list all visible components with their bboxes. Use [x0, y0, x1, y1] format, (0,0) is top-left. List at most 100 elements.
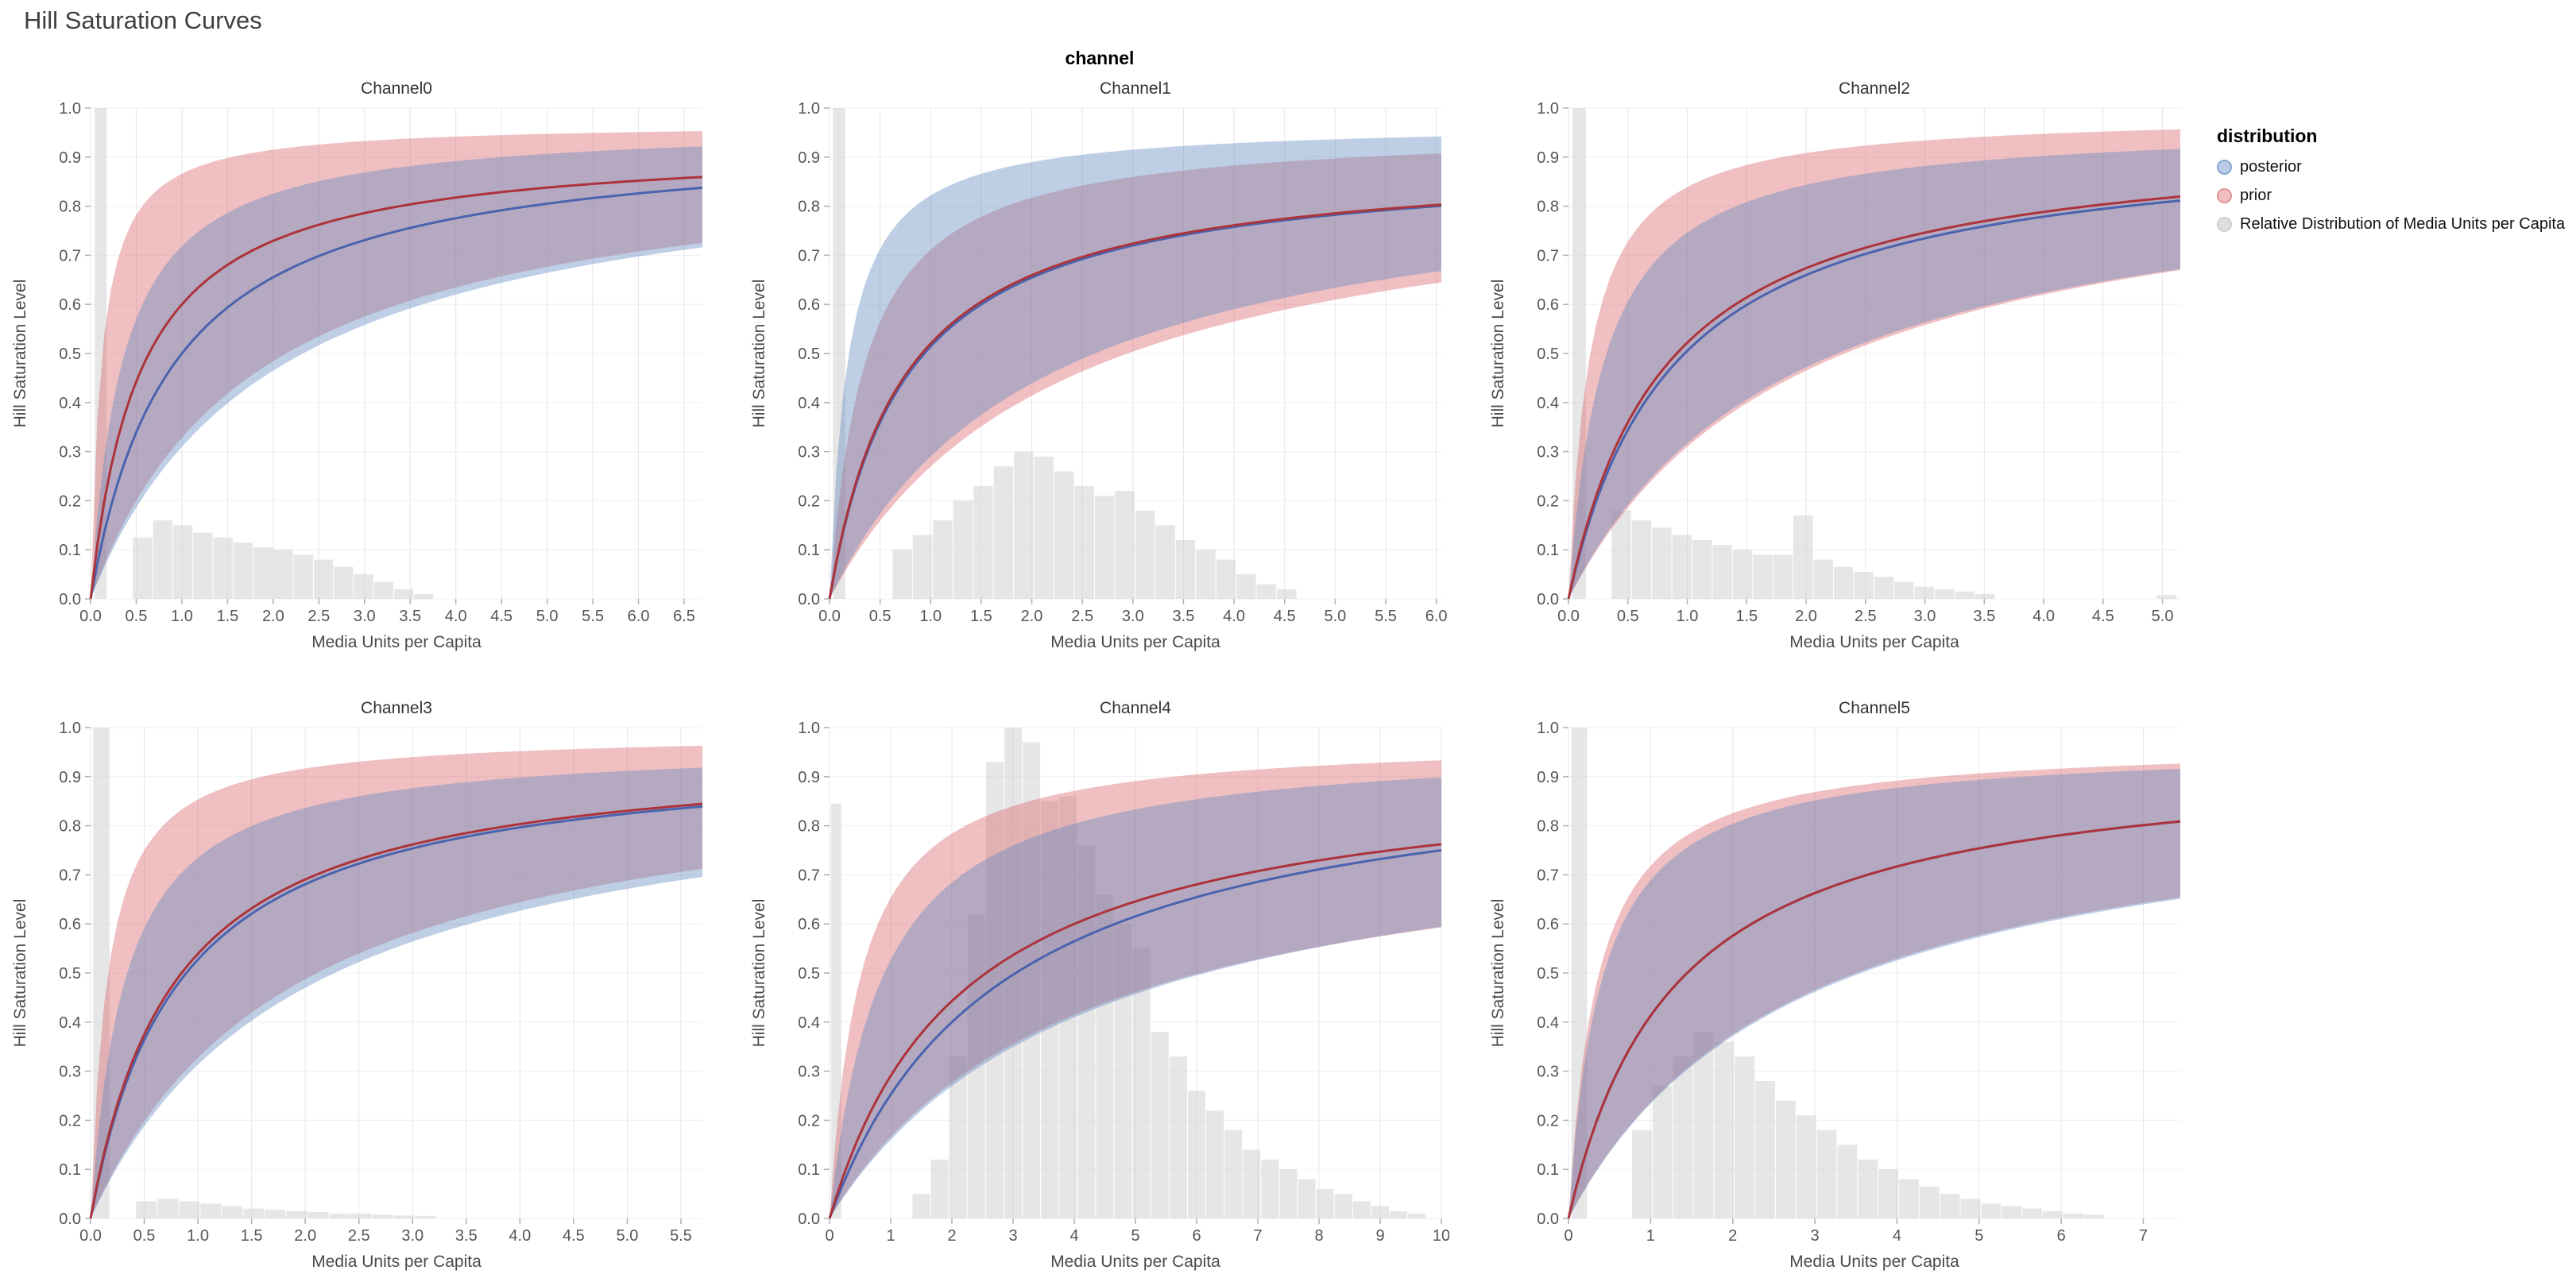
x-tick-label: 3.0 — [1122, 608, 1144, 625]
histogram-bar — [1960, 1199, 1981, 1218]
y-tick-label: 0.6 — [1537, 916, 1559, 933]
histogram-bar — [1114, 924, 1132, 1218]
histogram-bar — [1261, 1159, 1279, 1218]
histogram-bar — [222, 1206, 243, 1218]
histogram-bar — [1894, 581, 1914, 599]
y-tick-label: 0.8 — [798, 818, 820, 836]
chart-Channel5: 0 1 2 3 4 5 6 7 0.0 0.1 0.2 0.3 0.4 0.5 0.6 0.7 0.8 0.9 1.… — [1489, 699, 2181, 1271]
histogram-bar — [415, 1215, 436, 1218]
y-tick-label: 0.8 — [59, 818, 81, 836]
histogram-bar — [1408, 1213, 1426, 1218]
histogram-bar — [1572, 108, 1586, 599]
histogram-bar — [2063, 1213, 2083, 1218]
histogram-bar — [1753, 554, 1773, 599]
chart-title: Channel4 — [1100, 699, 1171, 717]
x-tick-label: 5.5 — [670, 1227, 692, 1245]
y-tick-label: 0.8 — [1537, 199, 1559, 216]
y-tick-label: 0.9 — [1537, 769, 1559, 786]
histogram-bar — [2022, 1208, 2042, 1218]
y-tick-label: 0.2 — [59, 1112, 81, 1129]
posterior-circle-icon — [2217, 160, 2232, 175]
posterior-credible-band — [1568, 149, 2180, 599]
y-tick-label: 0.2 — [1537, 1112, 1559, 1129]
histogram-bar — [1898, 1179, 1919, 1218]
prior-circle-icon — [2217, 188, 2232, 203]
histogram-bar — [273, 550, 293, 599]
y-tick-label: 0.4 — [798, 395, 820, 412]
y-tick-label: 0.1 — [59, 542, 81, 559]
y-tick-label: 0.0 — [798, 591, 820, 608]
x-tick-label: 3 — [1008, 1227, 1017, 1245]
histogram-bar — [265, 1209, 286, 1218]
x-tick-label: 7 — [1253, 1227, 1262, 1245]
x-tick-label: 2.5 — [348, 1227, 370, 1245]
x-tick-label: 0.5 — [1617, 608, 1639, 625]
chart-title: Channel5 — [1839, 699, 1910, 717]
y-tick-label: 0.1 — [798, 1161, 820, 1179]
histogram-bar — [1298, 1179, 1316, 1218]
chart-cell-Channel3: 0.0 0.5 1.0 1.5 2.0 2.5 3.0 3.5 4.0 4.5 5.0 5.5 0.0 0… — [11, 694, 710, 1278]
y-tick-label: 0.1 — [1537, 542, 1559, 559]
x-tick-label: 10 — [1433, 1227, 1449, 1245]
y-tick-label: 0.7 — [59, 867, 81, 884]
histogram-bar — [1793, 515, 1813, 599]
histogram-bar — [1652, 1086, 1673, 1218]
histogram-bar — [1155, 525, 1175, 599]
facet-header-channel: channel — [1065, 48, 1135, 68]
x-tick-label: 3.0 — [354, 608, 376, 625]
x-tick-label: 3.0 — [1914, 608, 1936, 625]
histogram-bar — [1279, 1169, 1298, 1218]
histogram-bar — [930, 1159, 949, 1218]
legend-item-label: prior — [2240, 187, 2272, 204]
histogram-bar — [1692, 539, 1712, 599]
y-tick-label: 0.9 — [798, 769, 820, 786]
histogram-bar — [1755, 1080, 1775, 1218]
x-axis-title: Media Units per Capita — [311, 633, 482, 651]
x-tick-label: 4.5 — [563, 1227, 585, 1245]
chart-Channel1: 0.0 0.5 1.0 1.5 2.0 2.5 3.0 3.5 4.0 4.5 5.0 5.5 6.0 0… — [750, 79, 1448, 651]
y-tick-label: 0.7 — [798, 247, 820, 265]
y-tick-label: 0.2 — [59, 492, 81, 510]
y-tick-label: 0.6 — [59, 296, 81, 314]
histogram-bar — [1316, 1188, 1334, 1218]
y-tick-label: 0.2 — [798, 492, 820, 510]
chart-Channel3: 0.0 0.5 1.0 1.5 2.0 2.5 3.0 3.5 4.0 4.5 5.0 5.5 0.0 0… — [11, 699, 703, 1271]
histogram-bar — [1187, 1091, 1206, 1218]
y-tick-label: 0.5 — [1537, 346, 1559, 363]
histogram-bar — [985, 762, 1004, 1218]
x-tick-label: 0.0 — [1557, 608, 1580, 625]
prior-mean-line — [828, 843, 1442, 1219]
y-tick-label: 0.5 — [798, 965, 820, 983]
x-tick-label: 5 — [1975, 1227, 1983, 1245]
prior-credible-band — [1568, 763, 2180, 1218]
histogram-bar — [329, 1213, 350, 1218]
x-tick-label: 1.5 — [970, 608, 992, 625]
prior-credible-band — [91, 131, 702, 600]
histogram-bar — [953, 500, 973, 599]
y-tick-label: 1.0 — [59, 100, 81, 118]
chart-Channel0: 0.0 0.5 1.0 1.5 2.0 2.5 3.0 3.5 4.0 4.5 5.0 5.5 6.0 6… — [11, 79, 703, 651]
y-tick-label: 0.3 — [59, 1064, 81, 1081]
x-tick-label: 9 — [1375, 1227, 1384, 1245]
posterior-credible-band — [91, 146, 702, 600]
histogram-bar — [1571, 728, 1588, 1218]
y-tick-label: 0.7 — [798, 867, 820, 884]
histogram-bar — [193, 532, 213, 599]
prior-credible-band — [830, 153, 1441, 599]
x-tick-label: 4.5 — [490, 608, 512, 625]
y-tick-label: 0.9 — [59, 149, 81, 167]
histogram-bar — [1196, 550, 1216, 599]
x-tick-label: 5.0 — [2152, 608, 2174, 625]
legend-item-label: Relative Distribution of Media Units per… — [2240, 215, 2566, 233]
histogram-bar — [1390, 1211, 1408, 1218]
y-axis-title: Hill Saturation Level — [1489, 899, 1507, 1048]
legend-item-media-distribution: Relative Distribution of Media Units per… — [2217, 215, 2565, 234]
histogram-bar — [1151, 1032, 1169, 1218]
y-tick-label: 1.0 — [59, 720, 81, 737]
x-tick-label: 8 — [1314, 1227, 1323, 1245]
histogram-bar — [1236, 574, 1256, 599]
histogram-bar — [1673, 1056, 1693, 1218]
x-tick-label: 2 — [1728, 1227, 1737, 1245]
histogram-bar — [1837, 1145, 1858, 1218]
x-tick-label: 2.5 — [1855, 608, 1877, 625]
